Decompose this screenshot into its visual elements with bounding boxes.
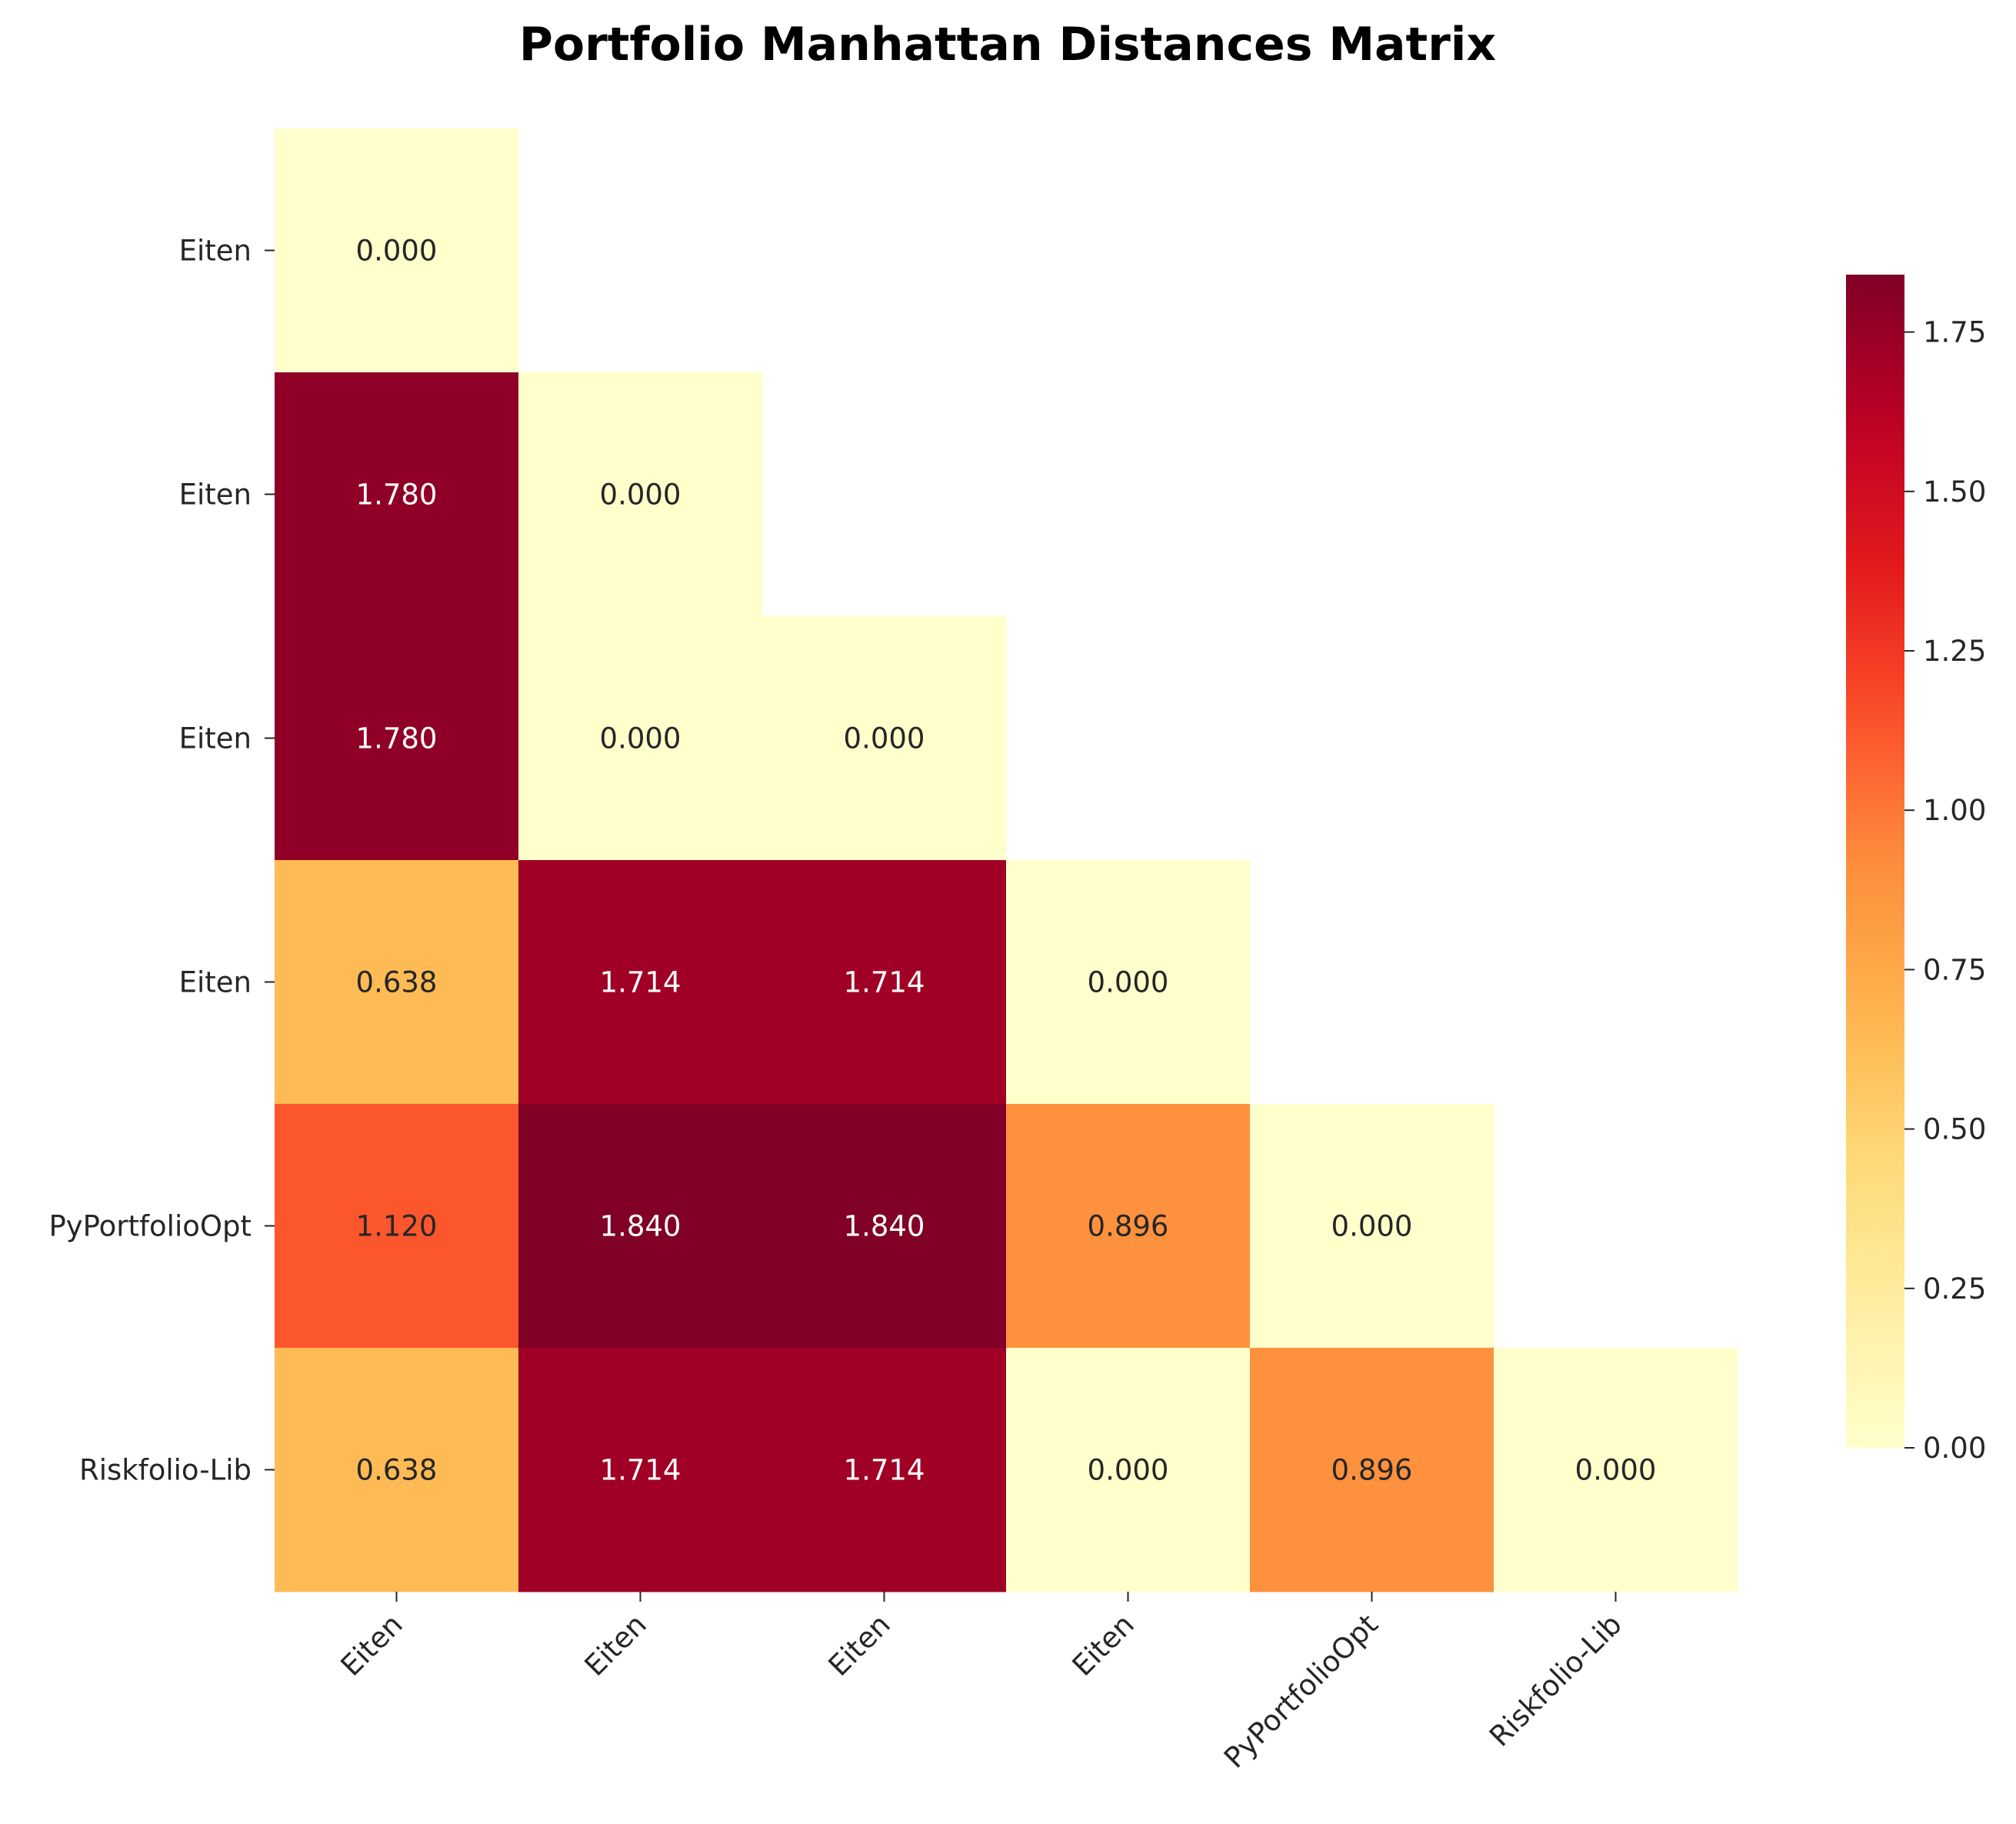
colorbar-tick-label: 0.50 (1923, 1113, 1986, 1146)
cell-value-label: 0.000 (600, 722, 681, 755)
y-tick-label: Eiten (179, 966, 252, 999)
cell-value-label: 0.000 (1331, 1210, 1413, 1243)
heatmap-cell (762, 1348, 1007, 1592)
cell-value-label: 0.000 (1575, 1454, 1657, 1487)
cell-value-label: 0.000 (1088, 1454, 1169, 1487)
cell-value-label: 1.714 (844, 966, 925, 999)
heatmap-cell (1006, 1104, 1251, 1349)
heatmap-cell (518, 860, 763, 1105)
heatmap-cell (518, 372, 763, 617)
heatmap-cells: 0.000 1.780 0.000 1.780 0.000 0.000 0.638 1.714… (275, 128, 1738, 1592)
cell-value-label: 0.000 (600, 479, 681, 512)
heatmap-cell (275, 860, 519, 1105)
colorbar-tick-label: 1.75 (1923, 316, 1986, 349)
cell-value-label: 0.000 (844, 722, 925, 755)
cell-value-label: 0.896 (1331, 1454, 1413, 1487)
cell-value-label: 1.840 (844, 1210, 925, 1243)
heatmap-cell (762, 616, 1007, 861)
cell-value-label: 0.638 (356, 966, 438, 999)
cell-value-label: 0.896 (1088, 1210, 1169, 1243)
colorbar-tick-label: 1.25 (1923, 635, 1986, 668)
y-tick-label: Eiten (179, 722, 252, 755)
heatmap-cell (762, 860, 1007, 1105)
chart-title: Portfolio Manhattan Distances Matrix (519, 18, 1496, 72)
cell-value-label: 0.638 (356, 1454, 438, 1487)
heatmap-cell (275, 1104, 519, 1349)
heatmap-cell (518, 616, 763, 861)
cell-value-label: 1.714 (600, 966, 681, 999)
heatmap-cell (518, 1348, 763, 1592)
colorbar-gradient (1846, 275, 1904, 1448)
heatmap-cell (275, 372, 519, 617)
heatmap-cell (1006, 860, 1251, 1105)
y-tick-label: PyPortfolioOpt (48, 1210, 252, 1243)
y-axis: Eiten Eiten Eiten Eiten PyPortfolioOpt Riskfo… (48, 235, 275, 1487)
cell-value-label: 0.000 (1088, 966, 1169, 999)
y-tick-label: Eiten (179, 479, 252, 512)
colorbar-tick-label: 1.00 (1923, 794, 1986, 827)
cell-value-label: 1.840 (600, 1210, 681, 1243)
cell-value-label: 1.120 (356, 1210, 438, 1243)
colorbar-tick-label: 0.00 (1923, 1432, 1986, 1465)
y-tick-label: Eiten (179, 235, 252, 268)
cell-value-label: 0.000 (356, 235, 438, 268)
colorbar-tick-label: 0.25 (1923, 1272, 1986, 1305)
heatmap-cell (1006, 1348, 1251, 1592)
heatmap-cell (1250, 1104, 1495, 1349)
heatmap-cell (275, 616, 519, 861)
heatmap-cell (1250, 1348, 1495, 1592)
cell-value-label: 1.714 (600, 1454, 681, 1487)
heatmap-cell (275, 128, 519, 373)
cell-value-label: 1.714 (844, 1454, 925, 1487)
heatmap-cell (518, 1104, 763, 1349)
cell-value-label: 1.780 (356, 479, 438, 512)
colorbar-tick-label: 0.75 (1923, 953, 1986, 986)
colorbar: 0.00 0.25 0.50 0.75 1.00 1.25 1.50 1.75 (1846, 275, 1986, 1465)
cell-value-label: 1.780 (356, 722, 438, 755)
heatmap-cell (762, 1104, 1007, 1349)
heatmap-cell (275, 1348, 519, 1592)
heatmap-cell (1494, 1348, 1738, 1592)
colorbar-tick-label: 1.50 (1923, 475, 1986, 509)
y-tick-label: Riskfolio-Lib (79, 1454, 252, 1487)
